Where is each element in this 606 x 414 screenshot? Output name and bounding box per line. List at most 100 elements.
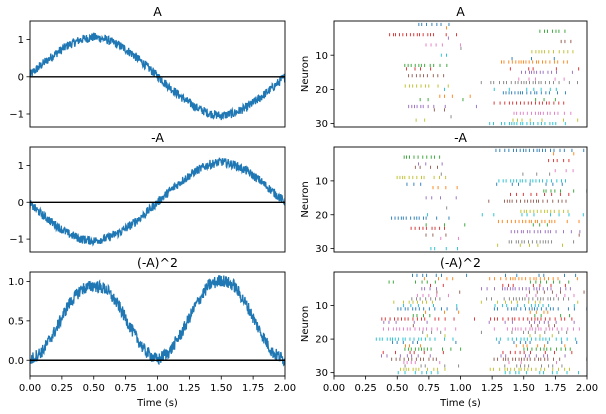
spike-train (423, 277, 578, 281)
x-tick-label: 0.50 (83, 383, 105, 394)
spike-train (393, 300, 579, 304)
x-tick-label: 1.75 (242, 383, 264, 394)
spike-train (425, 233, 580, 237)
spike-train (382, 350, 573, 355)
axes-frame (333, 146, 588, 253)
spike-train (391, 216, 450, 220)
signal-line (30, 157, 285, 247)
spike-train (425, 310, 549, 314)
spike-train (404, 84, 449, 88)
spike-train (430, 247, 458, 251)
spike-train (543, 189, 587, 193)
spike-train (422, 330, 568, 334)
y-tick-label: 0.5 (8, 316, 24, 327)
axes-frame (333, 20, 588, 128)
spike-train (405, 344, 566, 348)
spike-train (416, 293, 575, 298)
y-tick-label: −1 (9, 110, 24, 121)
subplot-4: -A 10 20 30 Neuron (300, 130, 588, 255)
spike-train (501, 60, 568, 64)
spike-train (440, 236, 459, 241)
x-tick-label: 0.50 (386, 383, 408, 394)
spike-train (548, 158, 570, 163)
spike-train (389, 33, 458, 37)
spike-train (493, 101, 565, 105)
spike-train (419, 98, 556, 102)
spike-train (388, 280, 570, 284)
spike-train (425, 196, 457, 200)
spike-train (425, 223, 548, 227)
spike-train (404, 63, 448, 68)
spike-train (521, 70, 573, 74)
y-tick-label: −1 (9, 235, 24, 246)
x-tick-label: 1.50 (513, 383, 535, 394)
subplot-title: A (456, 4, 465, 19)
spike-train (443, 87, 557, 91)
spike-train (498, 179, 566, 183)
x-tick-label: 0.75 (418, 383, 440, 394)
x-tick-label: 1.50 (210, 383, 232, 394)
spike-train (497, 243, 564, 247)
spike-train (432, 186, 458, 190)
y-tick-label: 30 (315, 368, 328, 379)
subplot-5: (-A)^2 0.0 0.5 1.0 0.00 0.25 0.50 0.75 1.00 1.25 1… (8, 255, 296, 409)
spike-train (560, 39, 572, 44)
x-tick-label: 1.00 (449, 383, 471, 394)
y-tick-label: 1 (18, 161, 24, 172)
spike-train (553, 152, 575, 156)
spike-train (440, 172, 551, 176)
x-tick-label: 0.25 (354, 383, 376, 394)
spike-train (425, 43, 461, 47)
spike-train (418, 22, 450, 27)
axes-frame (29, 20, 286, 128)
y-tick-label: 0 (18, 72, 24, 83)
spike-train (495, 148, 585, 152)
y-tick-label: 0 (18, 198, 24, 209)
y-tick-label: 1.0 (8, 277, 24, 288)
spike-train (427, 213, 584, 217)
x-axis-label: Time (s) (439, 398, 481, 409)
spike-train (418, 162, 443, 166)
spike-train (400, 367, 571, 371)
plot-area (30, 275, 285, 367)
spike-train (426, 334, 553, 338)
plot-area (30, 157, 285, 247)
spike-train (510, 230, 581, 234)
spike-train (539, 29, 566, 33)
subplot-title: -A (454, 130, 467, 145)
spike-train (375, 337, 577, 341)
plot-area (389, 22, 580, 126)
spike-train (403, 155, 441, 159)
signal-line (30, 32, 285, 121)
spike-train (430, 283, 566, 288)
x-tick-label: 2.00 (576, 383, 598, 394)
y-tick-label: 10 (315, 176, 328, 187)
spike-train (408, 104, 477, 109)
subplot-title: -A (151, 130, 164, 145)
spike-train (397, 307, 587, 311)
y-tick-label: 20 (315, 210, 328, 221)
spike-train (403, 360, 557, 365)
spike-train (383, 320, 575, 324)
spike-train (414, 165, 438, 169)
spike-train (510, 192, 570, 197)
spike-train (411, 297, 570, 301)
y-axis-label: Neuron (300, 56, 311, 92)
spike-train (381, 317, 573, 321)
subplot-1: A −1 0 1 (9, 4, 286, 128)
y-tick-label: 10 (315, 301, 328, 312)
spike-train (488, 199, 567, 203)
subplot-title: A (153, 4, 162, 19)
spike-train (382, 327, 580, 331)
spike-train (415, 118, 579, 122)
plot-area (30, 32, 285, 121)
y-tick-label: 1 (18, 35, 24, 46)
y-axis-label: Neuron (300, 181, 311, 217)
spike-train (404, 347, 571, 351)
spike-train (391, 357, 587, 361)
spike-train (404, 364, 563, 368)
x-tick-label: 0.25 (51, 383, 73, 394)
spike-train (396, 175, 447, 180)
x-axis-label: Time (s) (136, 398, 178, 409)
spike-train (480, 80, 578, 85)
